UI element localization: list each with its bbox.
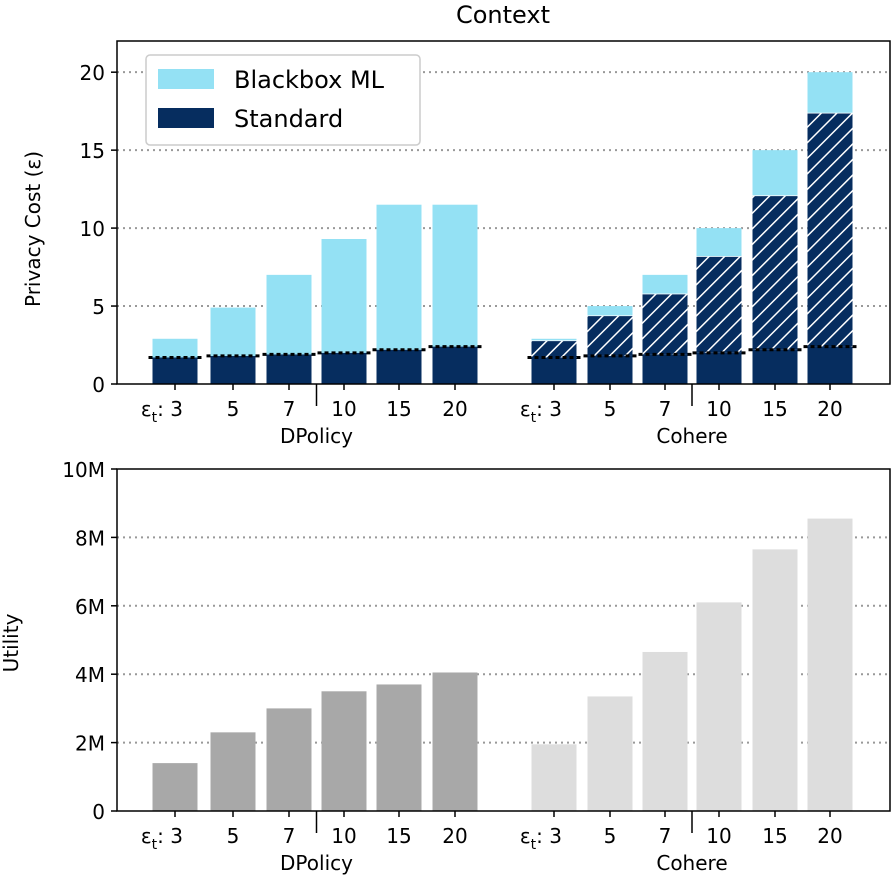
bar-blackbox-ml xyxy=(432,204,478,347)
bottom-ytick-label: 4M xyxy=(75,663,105,687)
bar-standard xyxy=(321,352,367,384)
bar-utility xyxy=(642,651,688,811)
bottom-ytick-label: 2M xyxy=(75,732,105,756)
bar-standard xyxy=(152,357,198,384)
bar-blackbox-ml xyxy=(152,338,198,358)
top-xtick-label: 20 xyxy=(817,397,842,421)
bar-blackbox-ml xyxy=(752,150,798,196)
bottom-chart-bars xyxy=(152,518,853,811)
top-chart-axes: 0 5 10 15 20 εt: 3 5 7 10 15 20 DPolicy εt: 3 5 7 10 15 2… xyxy=(80,40,891,448)
bar-utility xyxy=(266,708,312,811)
bar-blackbox-ml xyxy=(642,274,688,294)
top-ytick-label: 10 xyxy=(80,217,105,241)
top-chart-ylabel: Privacy Cost (ε) xyxy=(21,151,45,307)
bottom-ytick-label: 6M xyxy=(75,595,105,619)
bar-utility xyxy=(210,732,256,811)
bottom-xtick-label: 15 xyxy=(762,824,787,848)
bar-standard xyxy=(807,346,853,384)
top-chart-bars xyxy=(148,72,857,384)
legend-frame xyxy=(145,54,421,146)
bottom-plot-frame xyxy=(116,468,891,812)
bar-blackbox-ml xyxy=(210,307,256,356)
bar-utility xyxy=(531,744,577,811)
top-xtick-label: 15 xyxy=(762,397,787,421)
top-ytick-label: 15 xyxy=(80,139,105,163)
bottom-ytick-label: 8M xyxy=(75,526,105,550)
bar-hatched xyxy=(531,340,577,358)
bar-blackbox-ml xyxy=(696,228,742,257)
bar-standard xyxy=(210,355,256,384)
bottom-xtick-label: 5 xyxy=(227,824,240,848)
bar-utility xyxy=(752,549,798,811)
top-chart-legend: Blackbox ML Standard xyxy=(145,54,421,146)
top-xtick-label: εt: 3 xyxy=(141,397,183,426)
bar-utility xyxy=(587,696,633,811)
bar-utility xyxy=(321,691,367,811)
bar-standard xyxy=(266,354,312,384)
legend-swatch-standard xyxy=(158,108,214,128)
top-ytick-label: 5 xyxy=(92,295,105,319)
bar-standard xyxy=(642,354,688,384)
bar-standard xyxy=(432,346,478,384)
top-group-label: DPolicy xyxy=(280,424,353,448)
bottom-xtick-label: 7 xyxy=(283,824,296,848)
top-xtick-label: 7 xyxy=(659,397,672,421)
top-group-label: Cohere xyxy=(656,424,727,448)
bar-hatched xyxy=(807,112,853,347)
bar-standard xyxy=(531,357,577,384)
bottom-xtick-label: 20 xyxy=(817,824,842,848)
top-xtick-label: 5 xyxy=(227,397,240,421)
bar-standard xyxy=(587,355,633,384)
bar-hatched xyxy=(642,293,688,355)
bar-hatched xyxy=(587,315,633,356)
bottom-xtick-label: 20 xyxy=(442,824,467,848)
top-xtick-label: εt: 3 xyxy=(520,397,562,426)
bar-utility xyxy=(807,518,853,811)
top-xtick-label: 20 xyxy=(442,397,467,421)
bar-standard xyxy=(376,349,422,384)
bar-utility xyxy=(152,763,198,811)
bar-blackbox-ml xyxy=(807,72,853,113)
bottom-ytick-label: 0 xyxy=(92,800,105,824)
bar-blackbox-ml xyxy=(376,204,422,350)
top-plot-frame xyxy=(116,40,891,385)
bottom-xtick-label: 10 xyxy=(706,824,731,848)
bar-standard xyxy=(752,349,798,384)
top-xtick-label: 15 xyxy=(386,397,411,421)
bar-hatched xyxy=(696,256,742,353)
top-xtick-label: 10 xyxy=(331,397,356,421)
bottom-xtick-label: 15 xyxy=(386,824,411,848)
bar-utility xyxy=(696,602,742,811)
bar-blackbox-ml xyxy=(531,338,577,341)
bar-utility xyxy=(432,672,478,811)
bar-blackbox-ml xyxy=(587,306,633,316)
bottom-xtick-label: εt: 3 xyxy=(141,824,183,853)
top-xtick-label: 7 xyxy=(283,397,296,421)
bottom-group-label: DPolicy xyxy=(280,851,353,875)
bottom-xtick-label: εt: 3 xyxy=(520,824,562,853)
bar-blackbox-ml xyxy=(266,274,312,355)
legend-label-standard: Standard xyxy=(234,105,343,133)
top-chart-title: Context xyxy=(456,1,550,29)
bottom-chart-axes: 0 2M 4M 6M 8M 10M εt: 3 5 7 10 15 20 DPolicy εt: 3 5 7 1… xyxy=(62,458,891,875)
bar-standard xyxy=(696,352,742,384)
top-ytick-label: 0 xyxy=(92,373,105,397)
bottom-group-label: Cohere xyxy=(656,851,727,875)
bottom-xtick-label: 10 xyxy=(331,824,356,848)
bottom-ytick-label: 10M xyxy=(62,458,105,482)
top-ytick-label: 20 xyxy=(80,61,105,85)
top-xtick-label: 5 xyxy=(604,397,617,421)
bar-blackbox-ml xyxy=(321,239,367,353)
bottom-xtick-label: 5 xyxy=(604,824,617,848)
bottom-chart-ylabel: Utility xyxy=(0,613,23,672)
top-xtick-label: 10 xyxy=(706,397,731,421)
bar-hatched xyxy=(752,195,798,350)
bar-utility xyxy=(376,684,422,811)
legend-label-blackbox-ml: Blackbox ML xyxy=(234,66,385,94)
legend-swatch-blackbox-ml xyxy=(158,69,214,89)
bottom-xtick-label: 7 xyxy=(659,824,672,848)
